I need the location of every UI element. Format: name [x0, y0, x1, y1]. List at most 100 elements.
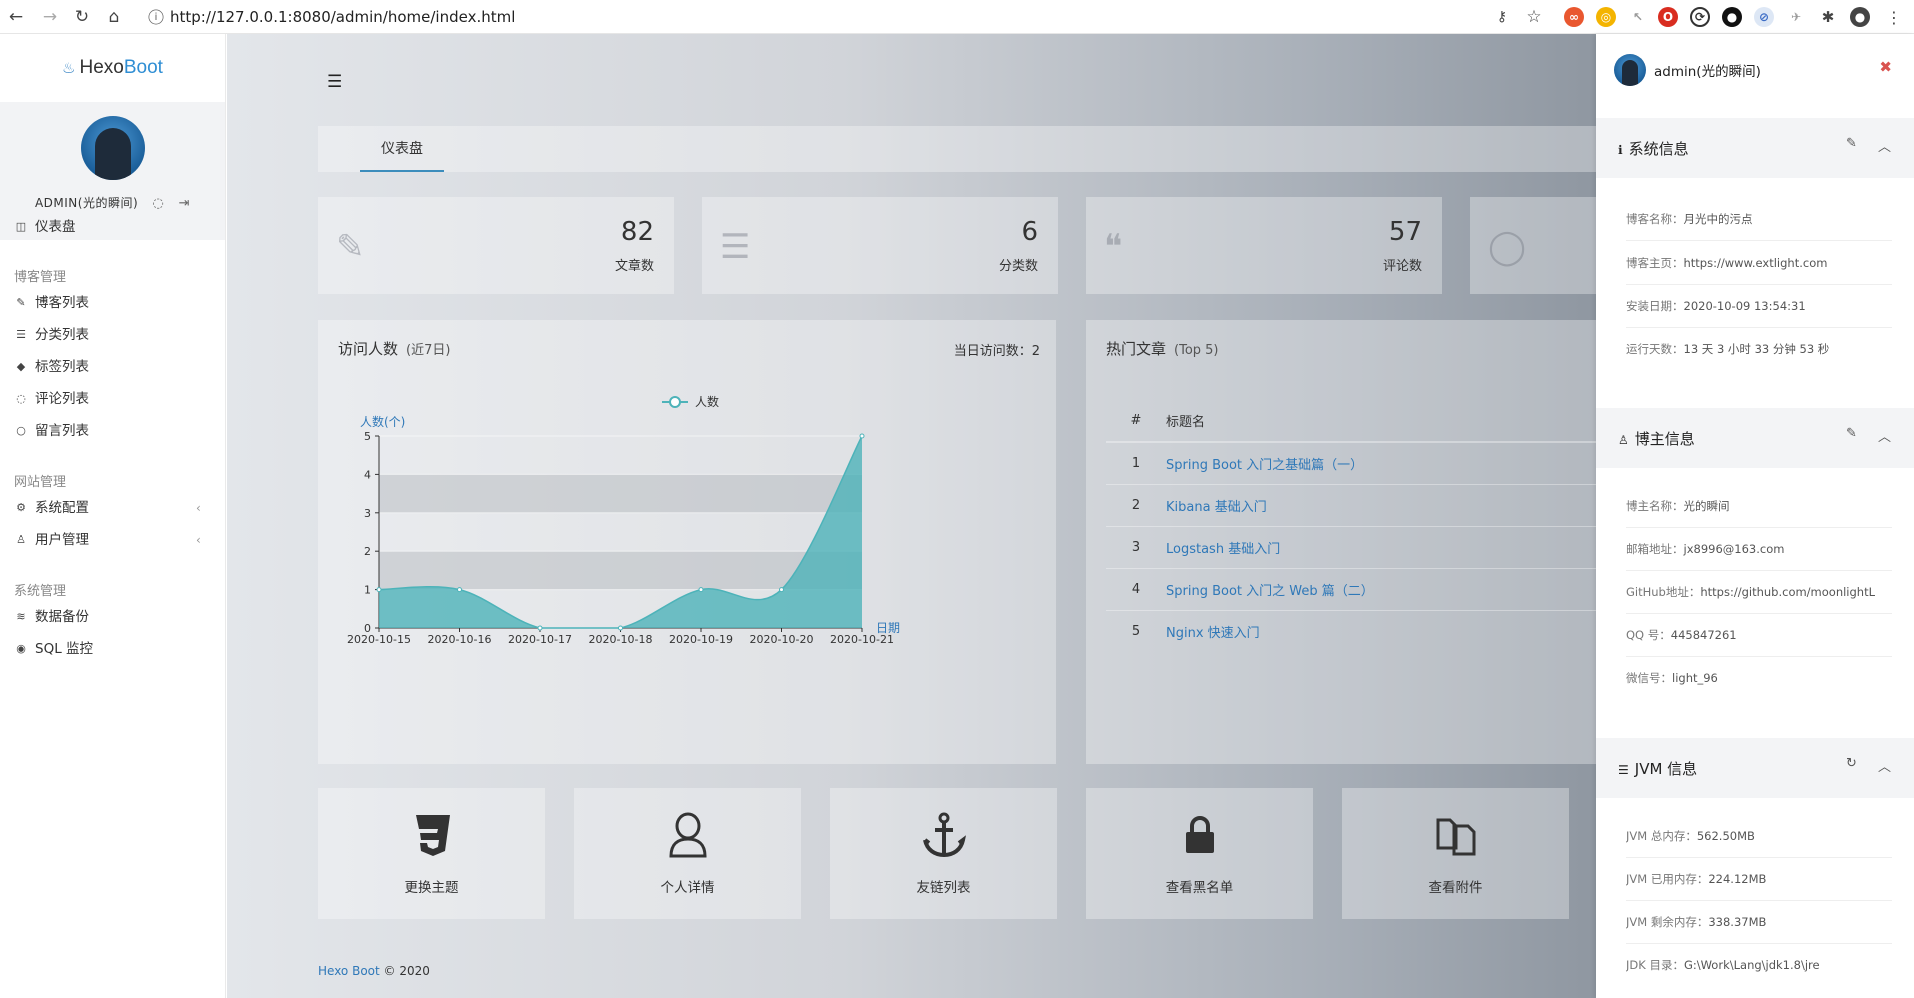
menu-dots-icon[interactable]: ⋮ [1886, 7, 1902, 27]
menu-toggle-icon[interactable]: ☰ [327, 72, 343, 92]
sidebar-item-dashboard[interactable]: ◫ 仪表盘 [14, 216, 76, 238]
footer-link[interactable]: Hexo Boot [318, 964, 380, 978]
chevron-up-icon[interactable]: ︿ [1878, 140, 1892, 155]
info-key: JVM 总内存： [1626, 829, 1697, 843]
info-key: 微信号： [1626, 671, 1672, 685]
article-link[interactable]: Kibana 基础入门 [1166, 500, 1267, 515]
stat-card-categories[interactable]: ☰ 6 分类数 [702, 197, 1058, 294]
close-icon[interactable]: ✖ [1879, 58, 1892, 76]
sidebar-item-sql-monitor[interactable]: ◉ SQL 监控 [14, 638, 93, 660]
profile-icon[interactable]: ● [1850, 7, 1870, 27]
shortcut-theme[interactable]: 更换主题 [318, 788, 545, 919]
data-point[interactable] [537, 625, 543, 631]
home-icon[interactable]: ⌂ [108, 7, 120, 27]
sidebar-item-category-list[interactable]: ☰ 分类列表 [14, 324, 89, 346]
forward-icon[interactable]: → [42, 7, 58, 27]
panel-title: 热门文章 (Top 5) [1106, 338, 1219, 359]
message-icon: ◯ [1488, 227, 1527, 267]
shortcut-links[interactable]: 友链列表 [830, 788, 1057, 919]
stat-card-comments[interactable]: ❝ 57 评论数 [1086, 197, 1442, 294]
info-key: QQ 号： [1626, 628, 1671, 642]
shortcut-profile[interactable]: 个人详情 [574, 788, 801, 919]
data-point[interactable] [859, 433, 865, 439]
data-point[interactable] [698, 587, 704, 593]
section-header-jvm: ☰ JVM 信息 ↻ ︿ [1596, 738, 1914, 798]
chrome-ext-icon[interactable]: ◎ [1596, 7, 1616, 27]
logout-icon[interactable]: ⇥ [178, 196, 191, 211]
sidebar-item-data-backup[interactable]: ≋ 数据备份 [14, 606, 89, 628]
shortcut-label: 查看附件 [1428, 880, 1483, 896]
eye-icon: ◉ [16, 642, 26, 655]
hot-title: 热门文章 [1106, 340, 1167, 358]
data-point[interactable] [376, 587, 382, 593]
info-row: JVM 剩余内存：338.37MB [1626, 900, 1892, 944]
sidebar-item-blog-list[interactable]: ✎ 博客列表 [14, 292, 89, 314]
dark-ext-icon[interactable]: ● [1722, 7, 1742, 27]
y-tick-label: 0 [364, 622, 371, 635]
article-link[interactable]: Spring Boot 入门之 Web 篇（二） [1166, 584, 1374, 599]
grid-band [379, 474, 862, 513]
info-value: https://github.com/moonlightL [1700, 585, 1876, 599]
sidebar-item-system-config[interactable]: ⚙ 系统配置 ‹ [14, 497, 214, 519]
stat-card-articles[interactable]: ✎ 82 文章数 [318, 197, 674, 294]
browser-toolbar: ← → ↻ ⌂ i http://127.0.0.1:8080/admin/ho… [0, 0, 1914, 34]
tab-dashboard[interactable]: 仪表盘 [360, 126, 444, 172]
data-point[interactable] [779, 587, 784, 593]
logo[interactable]: ♨ Hexo Boot [0, 34, 225, 102]
refresh-icon[interactable]: ↻ [1846, 756, 1857, 771]
address-bar[interactable]: http://127.0.0.1:8080/admin/home/index.h… [170, 8, 516, 26]
table-header: # 标题名 [1106, 400, 1626, 442]
shortcut-attachments[interactable]: 查看附件 [1342, 788, 1569, 919]
stat-value: 82 [620, 217, 654, 247]
avatar [80, 116, 145, 180]
section-title: JVM 信息 [1634, 760, 1698, 778]
css3-icon [318, 810, 545, 860]
plane-ext-icon[interactable]: ✈ [1786, 7, 1806, 27]
shield-ext-icon[interactable]: O [1658, 7, 1678, 27]
info-value: 224.12MB [1708, 872, 1767, 886]
edit-icon: ✎ [336, 227, 365, 267]
article-link[interactable]: Nginx 快速入门 [1166, 626, 1260, 641]
sync-ext-icon[interactable]: ⟳ [1690, 7, 1710, 27]
y-axis-title: 人数(个) [360, 414, 405, 429]
sidebar-item-tag-list[interactable]: ◆ 标签列表 [14, 356, 89, 378]
section-title: 博主信息 [1634, 430, 1695, 448]
star-icon[interactable]: ☆ [1526, 7, 1542, 27]
sidebar-item-comment-list[interactable]: ◌ 评论列表 [14, 388, 89, 410]
info-value: 2020-10-09 13:54:31 [1683, 299, 1806, 313]
chevron-up-icon[interactable]: ︿ [1878, 430, 1892, 445]
gear-ext-icon[interactable]: ⊘ [1754, 7, 1774, 27]
extension-icon[interactable]: ∞ [1564, 7, 1584, 27]
tab-bar: 仪表盘 [318, 126, 1618, 172]
y-tick-label: 5 [364, 430, 371, 443]
chart-legend[interactable]: 人数 [662, 394, 719, 409]
info-key: 博客主页： [1626, 256, 1684, 270]
sidebar-item-message-list[interactable]: ○ 留言列表 [14, 420, 89, 442]
sidebar-item-user-manage[interactable]: ♙ 用户管理 ‹ [14, 529, 214, 551]
reload-icon[interactable]: ↻ [74, 7, 90, 27]
chevron-up-icon[interactable]: ︿ [1878, 760, 1892, 775]
visitors-title: 访问人数 [338, 340, 399, 358]
lock-icon [1086, 810, 1313, 860]
theme-drop-icon[interactable]: ◌ [152, 196, 165, 211]
shortcut-blacklist[interactable]: 查看黑名单 [1086, 788, 1313, 919]
key-icon[interactable]: ⚷ [1496, 9, 1508, 25]
data-point[interactable] [618, 625, 623, 631]
x-tick-label: 2020-10-17 [508, 633, 572, 646]
user-icon [574, 810, 801, 860]
info-row: JDK 目录：G:\Work\Lang\jdk1.8\jre [1626, 943, 1892, 987]
stat-card-messages[interactable]: ◯ [1470, 197, 1596, 294]
puzzle-icon[interactable]: ✱ [1818, 7, 1838, 27]
article-link[interactable]: Logstash 基础入门 [1166, 542, 1281, 557]
data-point[interactable] [457, 587, 462, 593]
sidebar-item-label: 系统配置 [35, 500, 89, 516]
back-icon[interactable]: ← [8, 7, 24, 27]
edit-icon[interactable]: ✎ [1846, 426, 1857, 441]
stat-label: 分类数 [998, 259, 1038, 274]
cursor-ext-icon[interactable]: ↖ [1628, 7, 1648, 27]
site-info-icon[interactable]: i [148, 9, 164, 25]
article-link[interactable]: Spring Boot 入门之基础篇（一） [1166, 458, 1364, 473]
info-row: JVM 已用内存：224.12MB [1626, 857, 1892, 901]
logo-text-accent: Boot [123, 57, 163, 78]
edit-icon[interactable]: ✎ [1846, 136, 1857, 151]
